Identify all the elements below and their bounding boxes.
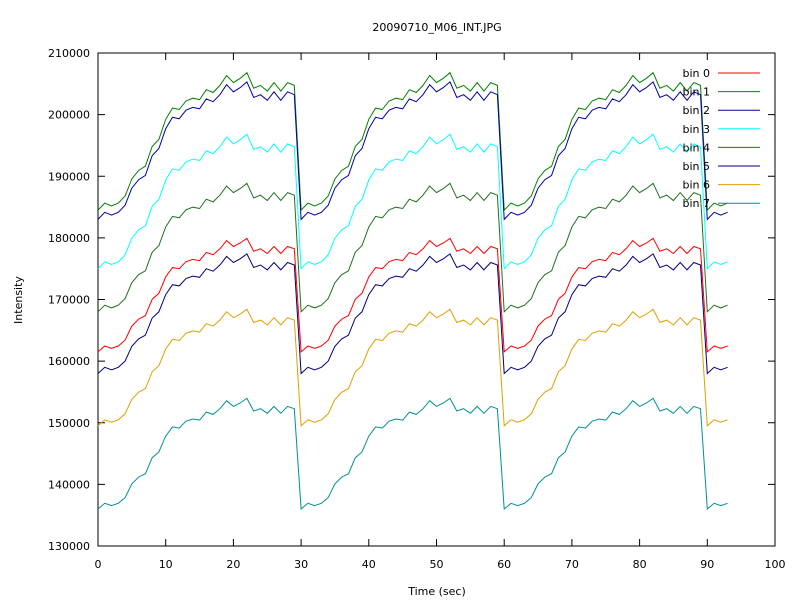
x-tick-label: 50 — [430, 558, 444, 571]
x-tick-label: 60 — [497, 558, 511, 571]
legend-label-bin-1: bin 1 — [682, 86, 710, 99]
x-tick-label: 40 — [362, 558, 376, 571]
series-line-bin-1 — [97, 71, 728, 212]
series-line-bin-6 — [97, 308, 728, 427]
y-tick-label: 200000 — [48, 109, 90, 122]
y-axis-label: Intensity — [12, 276, 25, 324]
axis-ticks: 0 10 20 30 40 50 60 70 80 90 100 130000 140000 150000… — [48, 47, 786, 571]
y-tick-label: 140000 — [48, 478, 90, 491]
series-line-bin-4 — [97, 182, 728, 313]
legend-label-bin-5: bin 5 — [682, 160, 710, 173]
legend-label-bin-3: bin 3 — [682, 123, 710, 136]
y-tick-label: 160000 — [48, 355, 90, 368]
x-tick-label: 10 — [159, 558, 173, 571]
x-tick-label: 90 — [700, 558, 714, 571]
x-tick-label: 80 — [633, 558, 647, 571]
y-tick-label: 190000 — [48, 170, 90, 183]
legend-label-bin-4: bin 4 — [682, 141, 710, 154]
y-tick-label: 210000 — [48, 47, 90, 60]
x-tick-label: 70 — [565, 558, 579, 571]
series-lines — [97, 71, 728, 511]
plot-frame — [97, 52, 776, 547]
x-axis-label: Time (sec) — [407, 585, 466, 598]
series-line-bin-0 — [97, 237, 728, 353]
legend-label-bin-6: bin 6 — [682, 179, 710, 192]
legend: bin 0 bin 1 bin 2 bin 3 bin 4 bin 5 bin 6 bin 7 — [682, 67, 760, 210]
x-tick-label: 20 — [226, 558, 240, 571]
series-line-bin-5 — [97, 253, 728, 375]
series-line-bin-3 — [97, 133, 728, 270]
chart-title: 20090710_M06_INT.JPG — [372, 21, 501, 34]
legend-label-bin-2: bin 2 — [682, 104, 710, 117]
y-tick-label: 150000 — [48, 417, 90, 430]
x-tick-label: 30 — [294, 558, 308, 571]
x-tick-label: 0 — [95, 558, 102, 571]
x-tick-label: 100 — [765, 558, 786, 571]
series-line-bin-2 — [97, 81, 728, 221]
y-tick-label: 130000 — [48, 540, 90, 553]
y-tick-label: 180000 — [48, 232, 90, 245]
legend-label-bin-7: bin 7 — [682, 197, 710, 210]
series-line-bin-7 — [97, 397, 728, 511]
legend-label-bin-0: bin 0 — [682, 67, 710, 80]
y-tick-label: 170000 — [48, 294, 90, 307]
